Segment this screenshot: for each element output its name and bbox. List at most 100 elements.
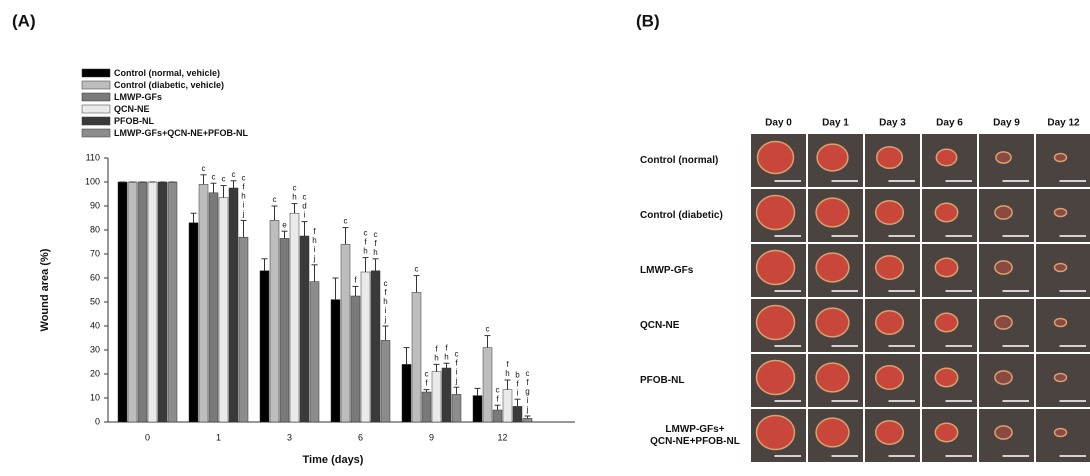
row-label: LMWP-GFs <box>640 265 694 276</box>
wound <box>994 425 1013 440</box>
legend-label: Control (diabetic, vehicle) <box>114 80 224 90</box>
bar <box>512 406 523 423</box>
significance-letter: f <box>242 183 245 192</box>
row-label: PFOB-NL <box>640 375 684 386</box>
significance-letter: h <box>434 354 438 363</box>
significance-letter: h <box>383 297 387 306</box>
wound <box>755 414 796 451</box>
wound <box>874 199 905 226</box>
bar <box>360 271 371 423</box>
significance-letter: e <box>282 220 287 229</box>
significance-letter: c <box>273 195 277 204</box>
row-label: QCN-NE+PFOB-NL <box>650 436 740 447</box>
bar <box>279 238 290 423</box>
significance-letter: h <box>312 236 316 245</box>
significance-letter: i <box>314 245 316 254</box>
row-label: Control (diabetic) <box>640 210 723 221</box>
x-tick-label: 9 <box>429 432 434 442</box>
significance-letter: f <box>506 360 509 369</box>
legend-swatch <box>81 116 111 126</box>
significance-letter: c <box>344 217 348 226</box>
wound <box>1053 152 1068 163</box>
significance-letter: f <box>374 239 377 248</box>
x-tick-label: 3 <box>287 432 292 442</box>
significance-letter: c <box>242 174 246 183</box>
y-tick-label: 110 <box>86 152 100 162</box>
x-tick-label: 6 <box>358 432 363 442</box>
wound <box>755 249 796 286</box>
wound <box>935 148 958 167</box>
y-tick-label: 30 <box>90 344 100 354</box>
significance-letter: j <box>313 254 316 263</box>
x-axis-title: Time (days) <box>303 454 364 466</box>
wound <box>874 254 905 281</box>
wound <box>934 312 959 333</box>
bar <box>147 181 158 423</box>
legend-swatch <box>81 80 111 90</box>
significance-letter: f <box>364 238 367 247</box>
significance-letter: j <box>526 405 529 414</box>
row-label: Control (normal) <box>640 155 718 166</box>
bar <box>401 364 412 423</box>
wound <box>815 197 850 228</box>
significance-letter: c <box>425 370 429 379</box>
significance-letter: c <box>374 230 378 239</box>
significance-letter: c <box>496 385 500 394</box>
bar <box>137 181 148 423</box>
row-label: LMWP-GFs+ <box>665 424 724 435</box>
significance-letter: h <box>505 369 509 378</box>
bar <box>431 371 442 423</box>
wound <box>815 417 850 448</box>
y-tick-label: 100 <box>85 176 100 186</box>
significance-letter: c <box>212 172 216 181</box>
significance-letter: f <box>496 394 499 403</box>
wound <box>875 145 904 170</box>
legend-swatch <box>81 128 111 138</box>
y-tick-label: 40 <box>90 320 100 330</box>
bar <box>492 409 503 423</box>
wound <box>934 257 959 278</box>
x-tick-label: 12 <box>497 432 507 442</box>
significance-letter: c <box>455 349 459 358</box>
column-header: Day 0 <box>765 118 792 129</box>
wound <box>874 364 905 391</box>
bar <box>370 270 381 423</box>
wound <box>1053 427 1068 438</box>
wound <box>815 307 850 338</box>
wound <box>874 309 905 336</box>
wound <box>756 140 795 175</box>
significance-letter: j <box>384 315 387 324</box>
significance-letter: c <box>364 229 368 238</box>
significance-letter: d <box>302 202 306 211</box>
panel-label: (B) <box>636 11 660 30</box>
significance-letter: i <box>517 388 519 397</box>
legend-swatch <box>81 92 111 102</box>
significance-letter: h <box>373 248 377 257</box>
legend-label: PFOB-NL <box>114 116 154 126</box>
wound <box>755 304 796 341</box>
wound <box>994 370 1013 385</box>
significance-letter: c <box>202 164 206 173</box>
y-tick-label: 10 <box>90 392 100 402</box>
significance-letter: f <box>313 227 316 236</box>
significance-letter: h <box>292 193 296 202</box>
significance-letter: i <box>304 211 306 220</box>
significance-letter: f <box>455 358 458 367</box>
bar <box>472 395 483 423</box>
legend-label: Control (normal, vehicle) <box>114 68 220 78</box>
significance-letter: g <box>525 387 529 396</box>
bar <box>238 236 249 423</box>
legend-swatch <box>81 68 111 78</box>
y-tick-label: 70 <box>90 248 100 258</box>
legend-label: QCN-NE <box>114 104 150 114</box>
bar <box>218 197 229 423</box>
wound <box>994 315 1013 330</box>
significance-letter: i <box>385 306 387 315</box>
significance-letter: j <box>455 376 458 385</box>
significance-letter: f <box>516 379 519 388</box>
significance-letter: i <box>456 367 458 376</box>
significance-letter: c <box>486 325 490 334</box>
bar <box>441 367 452 423</box>
significance-letter: f <box>435 345 438 354</box>
